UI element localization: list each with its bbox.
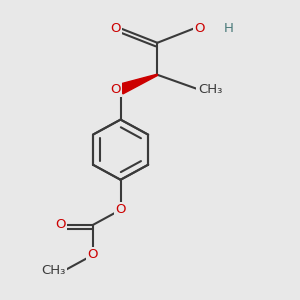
Text: CH₃: CH₃ [198, 83, 222, 96]
Text: O: O [194, 22, 205, 35]
Text: O: O [55, 218, 65, 231]
Text: CH₃: CH₃ [41, 263, 65, 277]
Text: O: O [115, 203, 126, 216]
Polygon shape [118, 74, 158, 94]
Text: H: H [224, 22, 233, 35]
Text: O: O [110, 83, 121, 96]
Text: O: O [110, 22, 121, 35]
Text: O: O [88, 248, 98, 262]
